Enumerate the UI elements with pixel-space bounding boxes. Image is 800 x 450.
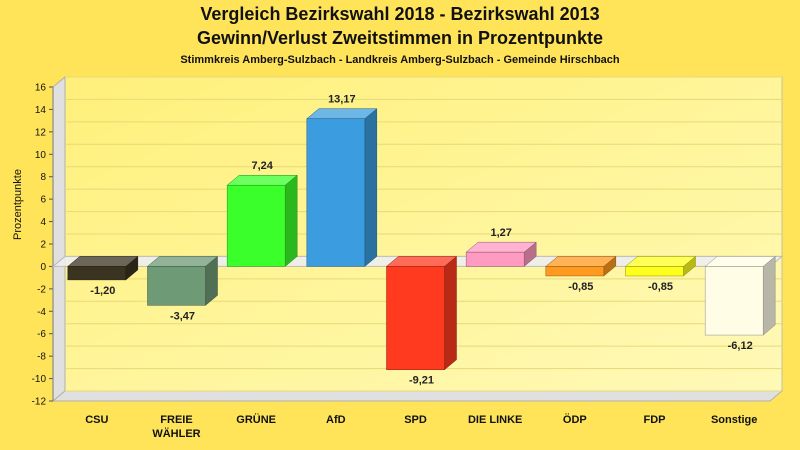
chart-caption: Stimmkreis Amberg-Sulzbach - Landkreis A… [180, 54, 620, 66]
bar-top [226, 174, 298, 186]
y-tick-label: 10 [35, 150, 47, 161]
x-tick-label: Sonstige [711, 414, 757, 426]
x-tick-label: DIE LINKE [468, 414, 522, 426]
y-tick-label: 2 [40, 240, 46, 251]
chart-title: Vergleich Bezirkswahl 2018 - Bezirkswahl… [200, 4, 600, 24]
bar-top [146, 256, 219, 267]
bar-top [385, 256, 458, 267]
plot-floor [51, 390, 784, 402]
y-tick-label: 12 [35, 127, 47, 138]
y-tick-label: -4 [37, 307, 46, 318]
bar-value-label: -3,47 [170, 310, 195, 322]
x-tick-label: ÖDP [563, 413, 587, 426]
bar-value-label: 13,17 [328, 94, 356, 106]
bar-value-label: -1,20 [90, 285, 115, 297]
x-tick-label: CSU [85, 414, 108, 426]
y-tick-label: -2 [37, 284, 46, 295]
bar-top [67, 256, 139, 267]
plot-left-wall [52, 75, 66, 403]
x-tick-label: WÄHLER [152, 427, 200, 440]
y-tick-label: -6 [37, 329, 46, 340]
bar-top [465, 241, 537, 253]
y-tick-label: -12 [32, 397, 47, 408]
y-tick-label: 0 [40, 262, 46, 273]
x-tick-label: SPD [404, 414, 427, 426]
y-tick-label: 6 [40, 195, 46, 206]
y-tick-label: -8 [37, 352, 46, 363]
y-tick-label: 4 [40, 217, 46, 228]
bar [226, 184, 286, 267]
bar [306, 118, 366, 267]
bar-value-label: -0,85 [648, 281, 673, 293]
bar-side [762, 255, 776, 336]
bar [147, 266, 206, 306]
x-tick-label: GRÜNE [236, 413, 276, 426]
bar [545, 266, 605, 277]
bar-side [364, 108, 378, 267]
bar-value-label: -6,12 [728, 340, 753, 352]
bar [704, 266, 764, 336]
bar-value-label: 1,27 [490, 227, 511, 239]
bar-top [624, 256, 697, 267]
bar-top [704, 256, 776, 267]
x-tick-label: FREIE [160, 414, 192, 426]
bar [67, 266, 127, 281]
y-tick-label: 16 [35, 83, 47, 94]
x-tick-label: FDP [644, 414, 666, 426]
y-tick-label: 8 [40, 172, 46, 183]
bar-top [545, 256, 617, 267]
bar-side [444, 255, 457, 371]
chart-subtitle: Gewinn/Verlust Zweitstimmen in Prozentpu… [196, 28, 604, 48]
bar-top [306, 108, 378, 119]
x-tick-label: AfD [326, 414, 346, 426]
y-tick-label: 14 [35, 105, 47, 116]
bar [625, 266, 684, 277]
bar-value-label: -9,21 [409, 375, 434, 387]
bar [465, 251, 525, 267]
bar-side [284, 174, 298, 267]
bar [386, 266, 445, 370]
y-tick-label: -10 [32, 374, 47, 385]
bar-value-label: -0,85 [568, 281, 593, 293]
bar-value-label: 7,24 [251, 160, 273, 172]
